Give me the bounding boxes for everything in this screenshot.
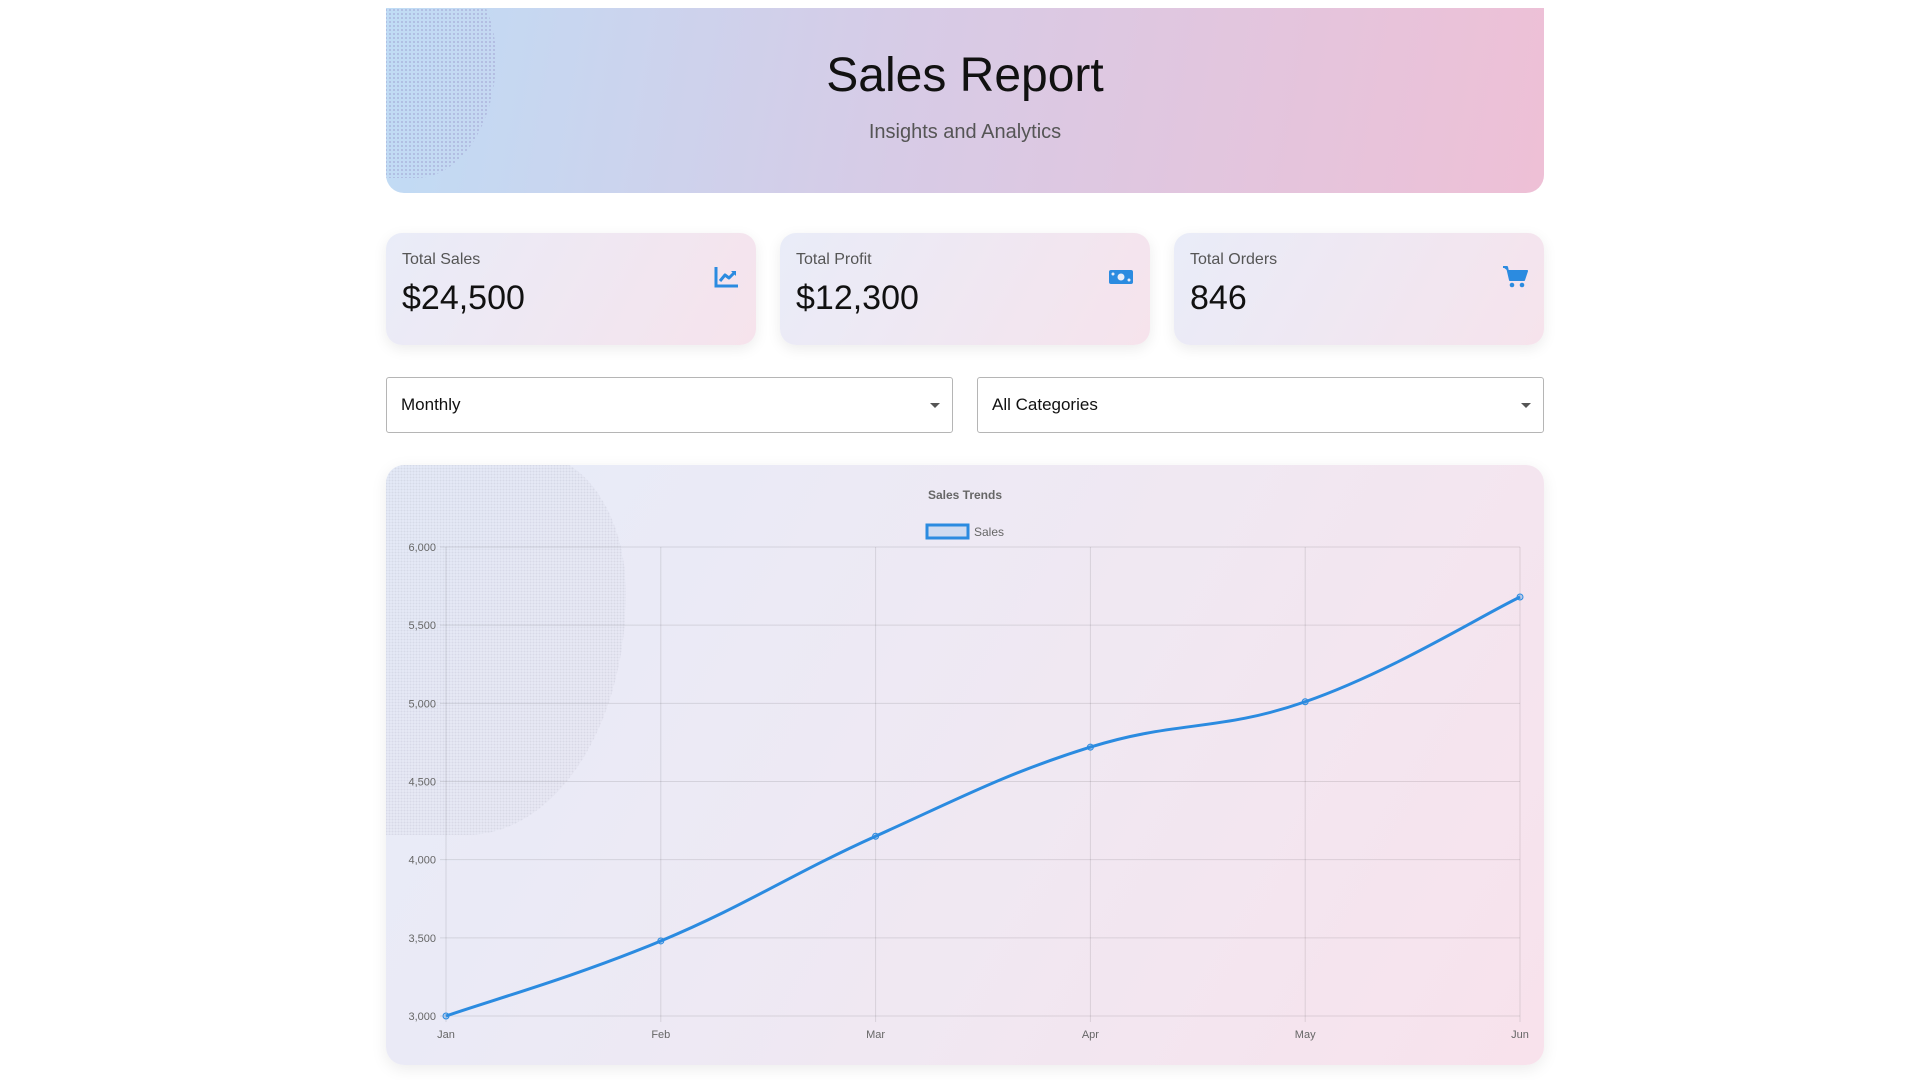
legend-swatch (925, 523, 970, 540)
y-tick-label: 5,500 (408, 620, 436, 632)
sales-trends-chart: Sales Trends Sales 3,000 3,500 4,000 4,500 5… (408, 488, 1529, 1041)
card-value: $12,300 (796, 279, 919, 317)
chevron-down-icon (1521, 403, 1531, 408)
chart-legend[interactable]: Sales (925, 523, 1004, 540)
card-value: $24,500 (402, 279, 525, 317)
y-tick-label: 3,500 (408, 933, 436, 945)
x-tick-label: Jun (1511, 1029, 1529, 1041)
money-bill-icon (1109, 270, 1133, 284)
data-point[interactable] (1516, 593, 1524, 601)
sales-line (445, 595, 1521, 1018)
category-select[interactable]: All Categories (977, 377, 1544, 433)
total-sales-card: Total Sales $24,500 (386, 233, 756, 345)
filter-bar: Monthly All Categories (386, 377, 1544, 433)
chart-title: Sales Trends (928, 488, 1002, 502)
total-orders-card: Total Orders 846 (1174, 233, 1544, 345)
x-tick-label: Mar (866, 1029, 885, 1041)
legend-label: Sales (974, 525, 1004, 539)
chevron-down-icon (930, 403, 940, 408)
header-decoration (386, 8, 496, 178)
x-tick-label: Feb (651, 1029, 670, 1041)
data-point[interactable] (442, 1012, 450, 1020)
y-tick-label: 4,500 (408, 777, 436, 789)
data-point[interactable] (872, 832, 880, 840)
shopping-cart-icon (1503, 266, 1528, 288)
page-title: Sales Report (826, 49, 1104, 102)
card-value: 846 (1190, 279, 1247, 317)
chart-line-icon (714, 267, 738, 288)
x-tick-label: Apr (1082, 1029, 1099, 1041)
data-point[interactable] (1301, 698, 1309, 706)
summary-cards: Total Sales $24,500 Total Profit $12,300… (386, 233, 1544, 345)
page-subtitle: Insights and Analytics (868, 121, 1062, 143)
y-tick-label: 6,000 (408, 542, 436, 554)
total-profit-card: Total Profit $12,300 (780, 233, 1150, 345)
card-label: Total Orders (1190, 251, 1278, 268)
data-point[interactable] (657, 937, 665, 945)
y-tick-label: 3,000 (408, 1011, 436, 1023)
period-select[interactable]: Monthly (386, 377, 953, 433)
card-label: Total Profit (796, 251, 872, 268)
sales-trends-card: Sales Trends Sales 3,000 3,500 4,000 4,500 5… (386, 465, 1544, 1065)
card-label: Total Sales (402, 251, 481, 268)
dashboard: Sales Report Insights and Analytics Tota… (386, 8, 1544, 1065)
data-point[interactable] (1086, 743, 1094, 751)
x-tick-label: Jan (437, 1029, 455, 1041)
y-tick-label: 4,000 (408, 855, 436, 867)
y-tick-label: 5,000 (408, 698, 436, 710)
category-select-value: All Categories (992, 395, 1098, 414)
report-header: Sales Report Insights and Analytics (386, 8, 1544, 193)
period-select-value: Monthly (401, 395, 461, 414)
x-tick-label: May (1295, 1029, 1316, 1041)
